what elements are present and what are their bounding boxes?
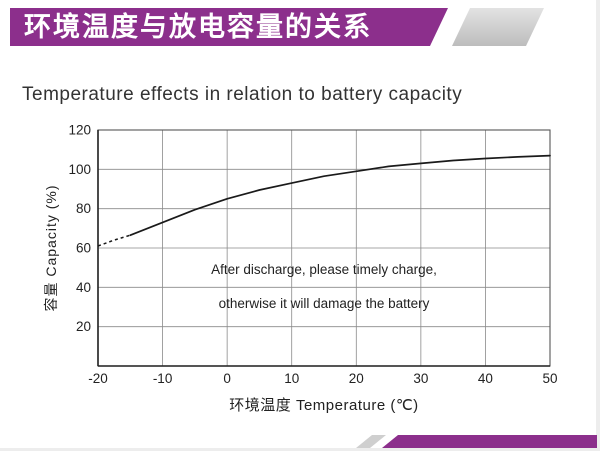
bottom-ribbon-shadow <box>356 435 386 448</box>
banner-tail-decoration <box>452 8 544 46</box>
svg-text:50: 50 <box>542 371 557 386</box>
svg-text:10: 10 <box>284 371 299 386</box>
svg-text:20: 20 <box>349 371 364 386</box>
chart-canvas: -20 -10 0 10 20 30 40 50 20 40 60 80 100 120 <box>68 123 557 387</box>
svg-text:40: 40 <box>478 371 493 386</box>
svg-text:-10: -10 <box>153 371 173 386</box>
svg-text:120: 120 <box>68 123 91 138</box>
svg-text:-20: -20 <box>88 371 108 386</box>
section-banner-title: 环境温度与放电容量的关系 <box>24 12 372 42</box>
svg-text:40: 40 <box>76 280 91 295</box>
chart-title: Temperature effects in relation to batte… <box>22 84 463 105</box>
annotation-line-1: After discharge, please timely charge, <box>211 262 437 277</box>
capacity-temperature-chart: -20 -10 0 10 20 30 40 50 20 40 60 80 100 120 容量 Capac… <box>43 116 572 416</box>
y-axis-label: 容量 Capacity (%) <box>43 184 59 312</box>
bottom-ribbon <box>382 435 597 448</box>
svg-text:60: 60 <box>76 241 91 256</box>
svg-text:0: 0 <box>223 371 231 386</box>
svg-text:20: 20 <box>76 319 91 334</box>
x-axis-label: 环境温度 Temperature (℃) <box>229 397 419 414</box>
svg-text:100: 100 <box>68 162 91 177</box>
page-edge-bottom <box>0 448 600 451</box>
section-banner: 环境温度与放电容量的关系 <box>10 8 448 46</box>
svg-text:80: 80 <box>76 201 91 216</box>
annotation-line-2: otherwise it will damage the battery <box>218 296 430 311</box>
page-edge-right <box>596 0 600 451</box>
svg-text:30: 30 <box>413 371 428 386</box>
